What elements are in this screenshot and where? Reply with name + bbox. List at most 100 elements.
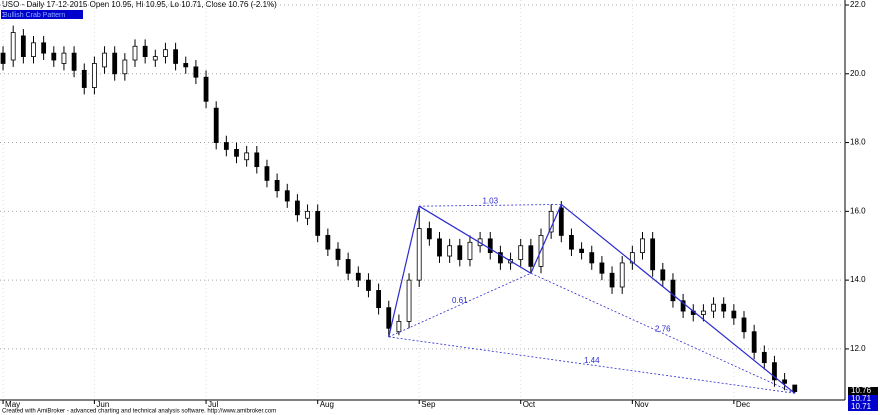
- candle-body: [396, 320, 402, 333]
- y-tick-label: 20.0: [850, 69, 866, 78]
- ratio-label: 1.44: [584, 356, 600, 365]
- pattern-leg: [418, 205, 532, 274]
- candle-body: [163, 49, 168, 57]
- candle-body: [670, 279, 676, 302]
- candle-body: [426, 228, 432, 240]
- candle-body: [772, 362, 777, 381]
- pattern-leg: [560, 203, 796, 394]
- candle-body: [152, 56, 158, 61]
- candle-body: [558, 207, 564, 236]
- candle-body: [579, 248, 585, 254]
- candle-body: [447, 245, 453, 257]
- candle-body: [528, 245, 534, 267]
- candle-body: [203, 76, 209, 102]
- candle-body: [315, 210, 321, 236]
- candle-body: [589, 252, 595, 264]
- candle-body: [518, 245, 524, 260]
- candle-body: [264, 166, 270, 181]
- ratio-label: 2.76: [655, 324, 671, 333]
- candle-body: [0, 52, 6, 64]
- price-tag-label: 10.76: [851, 386, 872, 395]
- y-tick-label: 22.0: [850, 0, 866, 9]
- chart-subtitle: Bullish Crab Pattern: [3, 12, 65, 19]
- candle-body: [366, 279, 371, 291]
- x-tick-label: May: [5, 400, 20, 409]
- candle-body: [629, 252, 635, 264]
- candle-body: [467, 241, 473, 260]
- candle-body: [132, 45, 138, 61]
- price-tag: [848, 403, 878, 411]
- ratio-line: [388, 272, 532, 338]
- candle-body: [41, 42, 47, 54]
- candle-body: [355, 272, 361, 281]
- candle-body: [51, 52, 57, 61]
- candle-body: [112, 52, 118, 75]
- y-tick-label: 18.0: [850, 138, 866, 147]
- candle-body: [487, 238, 493, 254]
- ratio-line: [388, 336, 795, 394]
- candle-body: [81, 69, 87, 88]
- candle-body: [406, 279, 412, 322]
- price-tag-label: 10.71: [851, 402, 872, 411]
- price-tag: [848, 395, 878, 403]
- candle-body: [711, 303, 716, 312]
- candle-body: [244, 152, 250, 161]
- ratio-line: [530, 272, 795, 394]
- candle-body: [20, 35, 26, 57]
- candle-body: [548, 210, 554, 233]
- candle-body: [254, 152, 260, 168]
- candle-body: [376, 290, 382, 309]
- x-tick-label: Oct: [523, 400, 536, 409]
- x-tick-label: Aug: [320, 400, 334, 409]
- candle-body: [223, 142, 229, 150]
- candle-body: [619, 262, 625, 288]
- candle-body: [751, 331, 757, 353]
- x-tick-label: Dec: [736, 400, 750, 409]
- candle-body: [305, 210, 310, 219]
- price-tag-label: 10.71: [851, 394, 872, 403]
- candle-body: [294, 200, 300, 216]
- candle-body: [61, 52, 67, 64]
- candle-body: [498, 252, 503, 264]
- candle-body: [213, 107, 219, 143]
- candle-body: [416, 228, 422, 281]
- candle-body: [782, 379, 788, 384]
- candle-body: [284, 190, 290, 202]
- candle-body: [31, 42, 36, 57]
- candle-body: [569, 235, 574, 250]
- candle-body: [122, 59, 128, 75]
- y-tick-label: 12.0: [850, 344, 866, 353]
- candle-body: [193, 66, 199, 78]
- candle-body: [640, 238, 645, 254]
- candle-body: [71, 52, 77, 71]
- candle-body: [91, 63, 97, 88]
- candle-body: [599, 262, 605, 274]
- subtitle-box: [1, 10, 83, 19]
- candle-body: [142, 45, 148, 57]
- candle-body: [731, 310, 737, 319]
- footer: Created with AmiBroker - advanced charti…: [2, 409, 276, 415]
- x-tick-label: Jun: [96, 400, 109, 409]
- candle-body: [680, 300, 686, 312]
- y-tick-label: 16.0: [850, 206, 866, 215]
- x-tick-label: Nov: [634, 400, 648, 409]
- candle-body: [761, 351, 767, 364]
- candle-body: [335, 248, 341, 260]
- y-tick-label: 14.0: [850, 275, 866, 284]
- chart-title: USO - Daily 17-12-2015 Open 10.95, Hi 10…: [2, 0, 277, 9]
- candle-body: [173, 49, 178, 64]
- candle-body: [102, 52, 107, 68]
- candle-body: [701, 310, 706, 315]
- candle-body: [650, 238, 656, 271]
- candle-body: [10, 32, 16, 61]
- candle-body: [386, 307, 392, 329]
- candle-body: [721, 303, 727, 312]
- candle-body: [345, 259, 351, 274]
- candle-body: [741, 317, 747, 333]
- candle-body: [660, 269, 666, 281]
- candle-body: [609, 272, 615, 288]
- ratio-label: 1.03: [482, 196, 498, 205]
- price-tag: [848, 387, 878, 395]
- candle-body: [437, 238, 442, 257]
